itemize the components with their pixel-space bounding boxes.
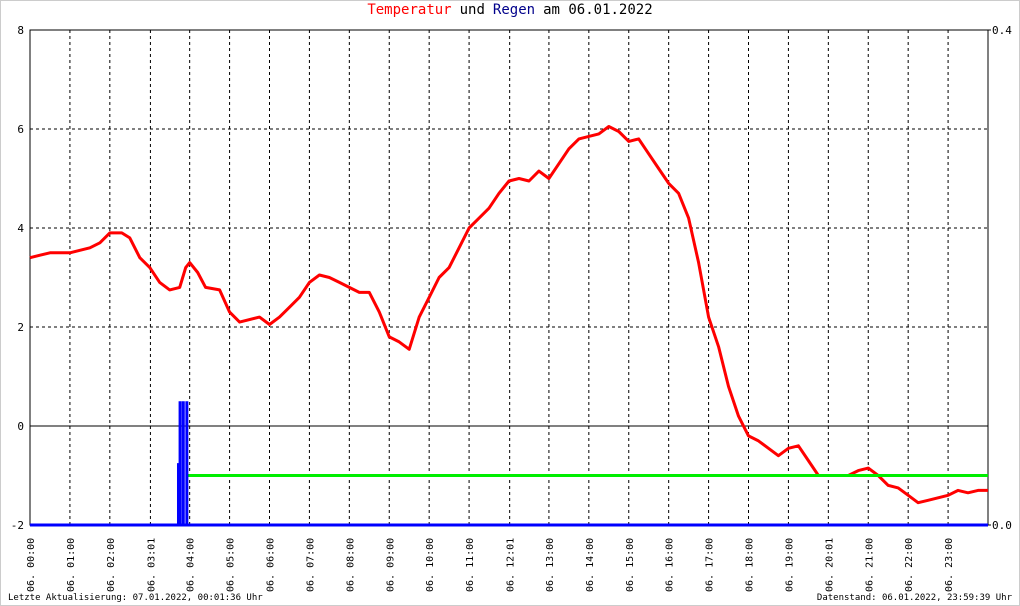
x-tick-label: 06. 13:00 [545,538,556,592]
x-tick-label: 06. 07:00 [305,538,316,592]
y-tick-label: 2 [17,321,24,334]
footer-left: Letzte Aktualisierung: 07.01.2022, 00:01… [8,593,263,603]
title-part: Regen [493,2,535,18]
x-tick-label: 06. 01:00 [66,538,77,592]
title-part: am 06.01.2022 [543,2,653,18]
x-tick-label: 06. 00:00 [26,538,37,592]
y-tick-label: 8 [17,24,24,37]
chart-title: Temperatur und Regen am 06.01.2022 [367,2,652,18]
y-tick-label: 6 [17,123,24,136]
y-tick-label: -2 [11,519,24,532]
y2-tick-label: 0.4 [992,24,1012,37]
rain-bar [176,463,180,525]
x-tick-label: 06. 09:00 [385,538,396,592]
rain-bar [178,401,182,525]
x-tick-label: 06. 17:00 [705,538,716,592]
x-tick-label: 06. 08:00 [345,538,356,592]
y-tick-label: 4 [17,222,24,235]
x-tick-label: 06. 21:00 [864,538,875,592]
rain-bar [181,401,185,525]
x-tick-label: 06. 12:01 [506,538,517,592]
x-tick-label: 06. 23:00 [944,538,955,592]
y2-tick-label: 0.0 [992,519,1012,532]
x-tick-label: 06. 10:00 [425,538,436,592]
rain-bar [185,401,189,525]
x-tick-label: 06. 20:01 [824,538,835,592]
x-tick-label: 06. 18:00 [745,538,756,592]
x-tick-label: 06. 16:00 [665,538,676,592]
title-part: Temperatur [367,2,451,18]
y-tick-label: 0 [17,420,24,433]
x-tick-label: 06. 05:00 [226,538,237,592]
x-tick-label: 06. 04:00 [186,538,197,592]
x-tick-label: 06. 11:00 [465,538,476,592]
x-tick-label: 06. 19:00 [784,538,795,592]
footer-right: Datenstand: 06.01.2022, 23:59:39 Uhr [817,593,1013,603]
x-tick-label: 06. 15:00 [625,538,636,592]
x-tick-label: 06. 22:00 [904,538,915,592]
x-tick-label: 06. 03:01 [146,538,157,592]
x-tick-label: 06. 14:00 [585,538,596,592]
x-tick-label: 06. 06:00 [266,538,277,592]
title-part: und [460,2,485,18]
x-tick-label: 06. 02:00 [106,538,117,592]
